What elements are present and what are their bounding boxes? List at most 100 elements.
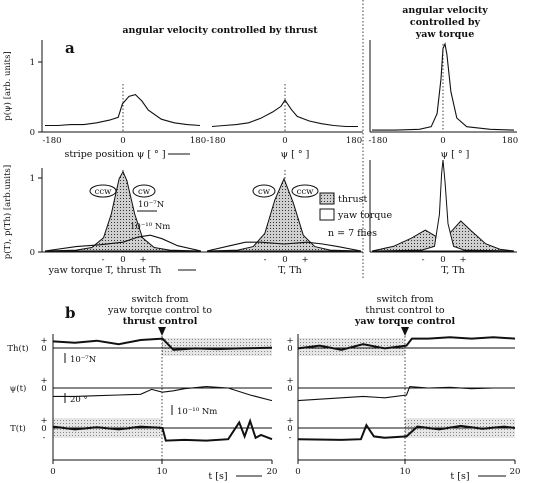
b-left-title-3: thrust control — [123, 316, 198, 327]
legend-thrust-label: thrust — [338, 194, 367, 205]
br-xtick-pos: + — [459, 255, 466, 265]
torque-distribution2-line — [206, 241, 362, 252]
bottom-left-axes — [38, 168, 205, 253]
thrust-distribution-area — [44, 170, 202, 252]
switch-marker-right — [401, 327, 409, 336]
torque-distribution3-area — [371, 159, 515, 252]
ccw-rotation-icon — [89, 184, 117, 198]
psi-trace-right — [297, 386, 515, 402]
tr-xlabel: ψ [ ° ] — [441, 149, 470, 160]
top-right-axes — [369, 40, 517, 133]
sign-minus-t-r: - — [289, 433, 292, 443]
tr-xtick-neg: -180 — [368, 136, 387, 146]
b-ylabel-psi: ψ(t) — [10, 383, 27, 394]
br-xtick-10: 10 — [400, 467, 411, 477]
panel-a-label: a — [65, 39, 75, 57]
bl-xtick-neg: - — [102, 255, 105, 265]
bl-xtick-10: 10 — [157, 467, 168, 477]
legend-torque-swatch — [319, 208, 335, 221]
bottom-ylabel: p(T), p(Th) [arb.units] — [2, 165, 13, 259]
ccw-rotation-icon-mid — [291, 184, 319, 198]
b-ylabel-thrust: Th(t) — [7, 343, 28, 354]
b-right-axes — [297, 334, 516, 464]
ccw-label-left: ccw — [95, 187, 113, 197]
tl-xtick-zero: 0 — [120, 136, 125, 146]
br-xtick-0: 0 — [295, 467, 300, 477]
br-xtick-20: 20 — [510, 467, 521, 477]
b-ylabel-torque: T(t) — [10, 423, 26, 434]
title-thrust-control: angular velocity controlled by thrust — [122, 25, 318, 36]
tm-xtick-pos: 180 — [346, 136, 362, 146]
bl-xtick-pos: + — [139, 255, 146, 265]
bl-xlabel-t: t [s] — [208, 471, 227, 482]
scale-thrust-label: 10⁻⁷N — [138, 200, 165, 210]
tl-xlabel: stripe position ψ [ ° ] — [64, 149, 165, 160]
top-left-axes — [38, 40, 205, 133]
psi-distribution-yaw-line — [372, 42, 515, 131]
top-ytick-1: 1 — [30, 58, 35, 68]
tm-xtick-neg: -180 — [206, 136, 225, 146]
torque-distribution-line — [44, 234, 202, 252]
sign-zero-psi: 0 — [41, 384, 46, 394]
thrust-trace-left — [52, 337, 273, 351]
sign-plus-psi: + — [40, 376, 47, 386]
tr-xtick-pos: 180 — [502, 136, 518, 146]
psi-trace-left — [53, 386, 273, 402]
cw-label-mid: cw — [258, 187, 271, 197]
bl-xtick-zero: 0 — [120, 255, 125, 265]
b-scale-psi-label: 20 ° — [70, 395, 88, 405]
b-left-title-2: yaw torque control to — [107, 305, 212, 316]
b-left-axes — [52, 334, 273, 464]
cw-label-left: cw — [138, 187, 151, 197]
panel-b-label: b — [65, 304, 76, 322]
title-yaw-line1: angular velocity — [402, 5, 488, 16]
bm-xtick-zero: 0 — [282, 255, 287, 265]
scale-torque-label: 10⁻¹⁰ Nm — [130, 222, 170, 232]
b-left-title-1: switch from — [131, 294, 188, 305]
sign-plus-t: + — [40, 416, 47, 426]
top-mid-axes — [205, 84, 363, 133]
ccw-label-mid: ccw — [297, 187, 315, 197]
sign-zero-psi-r: 0 — [287, 384, 292, 394]
sign-zero-th: 0 — [41, 344, 46, 354]
legend-n-flies: n = 7 flies — [328, 228, 377, 239]
bm-xlabel: T, Th — [278, 265, 301, 276]
b-scale-thrust-label: 10⁻⁷N — [70, 355, 97, 365]
b-right-title-3: yaw torque control — [354, 316, 456, 327]
thrust-control-region-left — [162, 338, 272, 356]
bm-xtick-pos: + — [301, 255, 308, 265]
thrust-distribution2-area — [206, 177, 362, 252]
torque-trace-right — [297, 423, 516, 441]
b-scale-torque-label: 10⁻¹⁰ Nm — [177, 407, 217, 417]
tr-xtick-zero: 0 — [440, 136, 445, 146]
top-ylabel: p(ψ) [arb. units] — [2, 51, 13, 121]
sign-plus-th-r: + — [286, 336, 293, 346]
sign-zero-t: 0 — [41, 424, 46, 434]
bl-xlabel: yaw torque T, thrust Th — [48, 265, 162, 276]
sign-plus-t-r: + — [286, 416, 293, 426]
psi-distribution-thrust2-line — [211, 99, 358, 128]
bottom-ytick-1: 1 — [30, 174, 35, 184]
top-ytick-0: 0 — [30, 128, 35, 138]
bl-xtick-0: 0 — [50, 467, 55, 477]
br-xtick-zero: 0 — [440, 255, 445, 265]
tm-xtick-zero: 0 — [282, 136, 287, 146]
title-yaw-line2: controlled by — [410, 17, 481, 28]
bottom-ytick-0: 0 — [30, 248, 35, 258]
legend-thrust-swatch — [319, 192, 335, 205]
tl-xtick-neg: -180 — [42, 136, 61, 146]
bottom-mid-axes — [205, 170, 363, 253]
sign-zero-th-r: 0 — [287, 344, 292, 354]
bl-xtick-20: 20 — [267, 467, 278, 477]
bm-xtick-neg: - — [264, 255, 267, 265]
switch-marker-left — [158, 327, 166, 336]
cw-rotation-icon — [132, 184, 156, 198]
sign-zero-t-r: 0 — [287, 424, 292, 434]
sign-plus-psi-r: + — [286, 376, 293, 386]
b-right-title-1: switch from — [376, 294, 433, 305]
tl-xtick-pos: 180 — [190, 136, 206, 146]
b-right-title-2: thrust control to — [365, 305, 444, 316]
torque-trace-left — [52, 417, 273, 442]
sign-plus-th: + — [40, 336, 47, 346]
